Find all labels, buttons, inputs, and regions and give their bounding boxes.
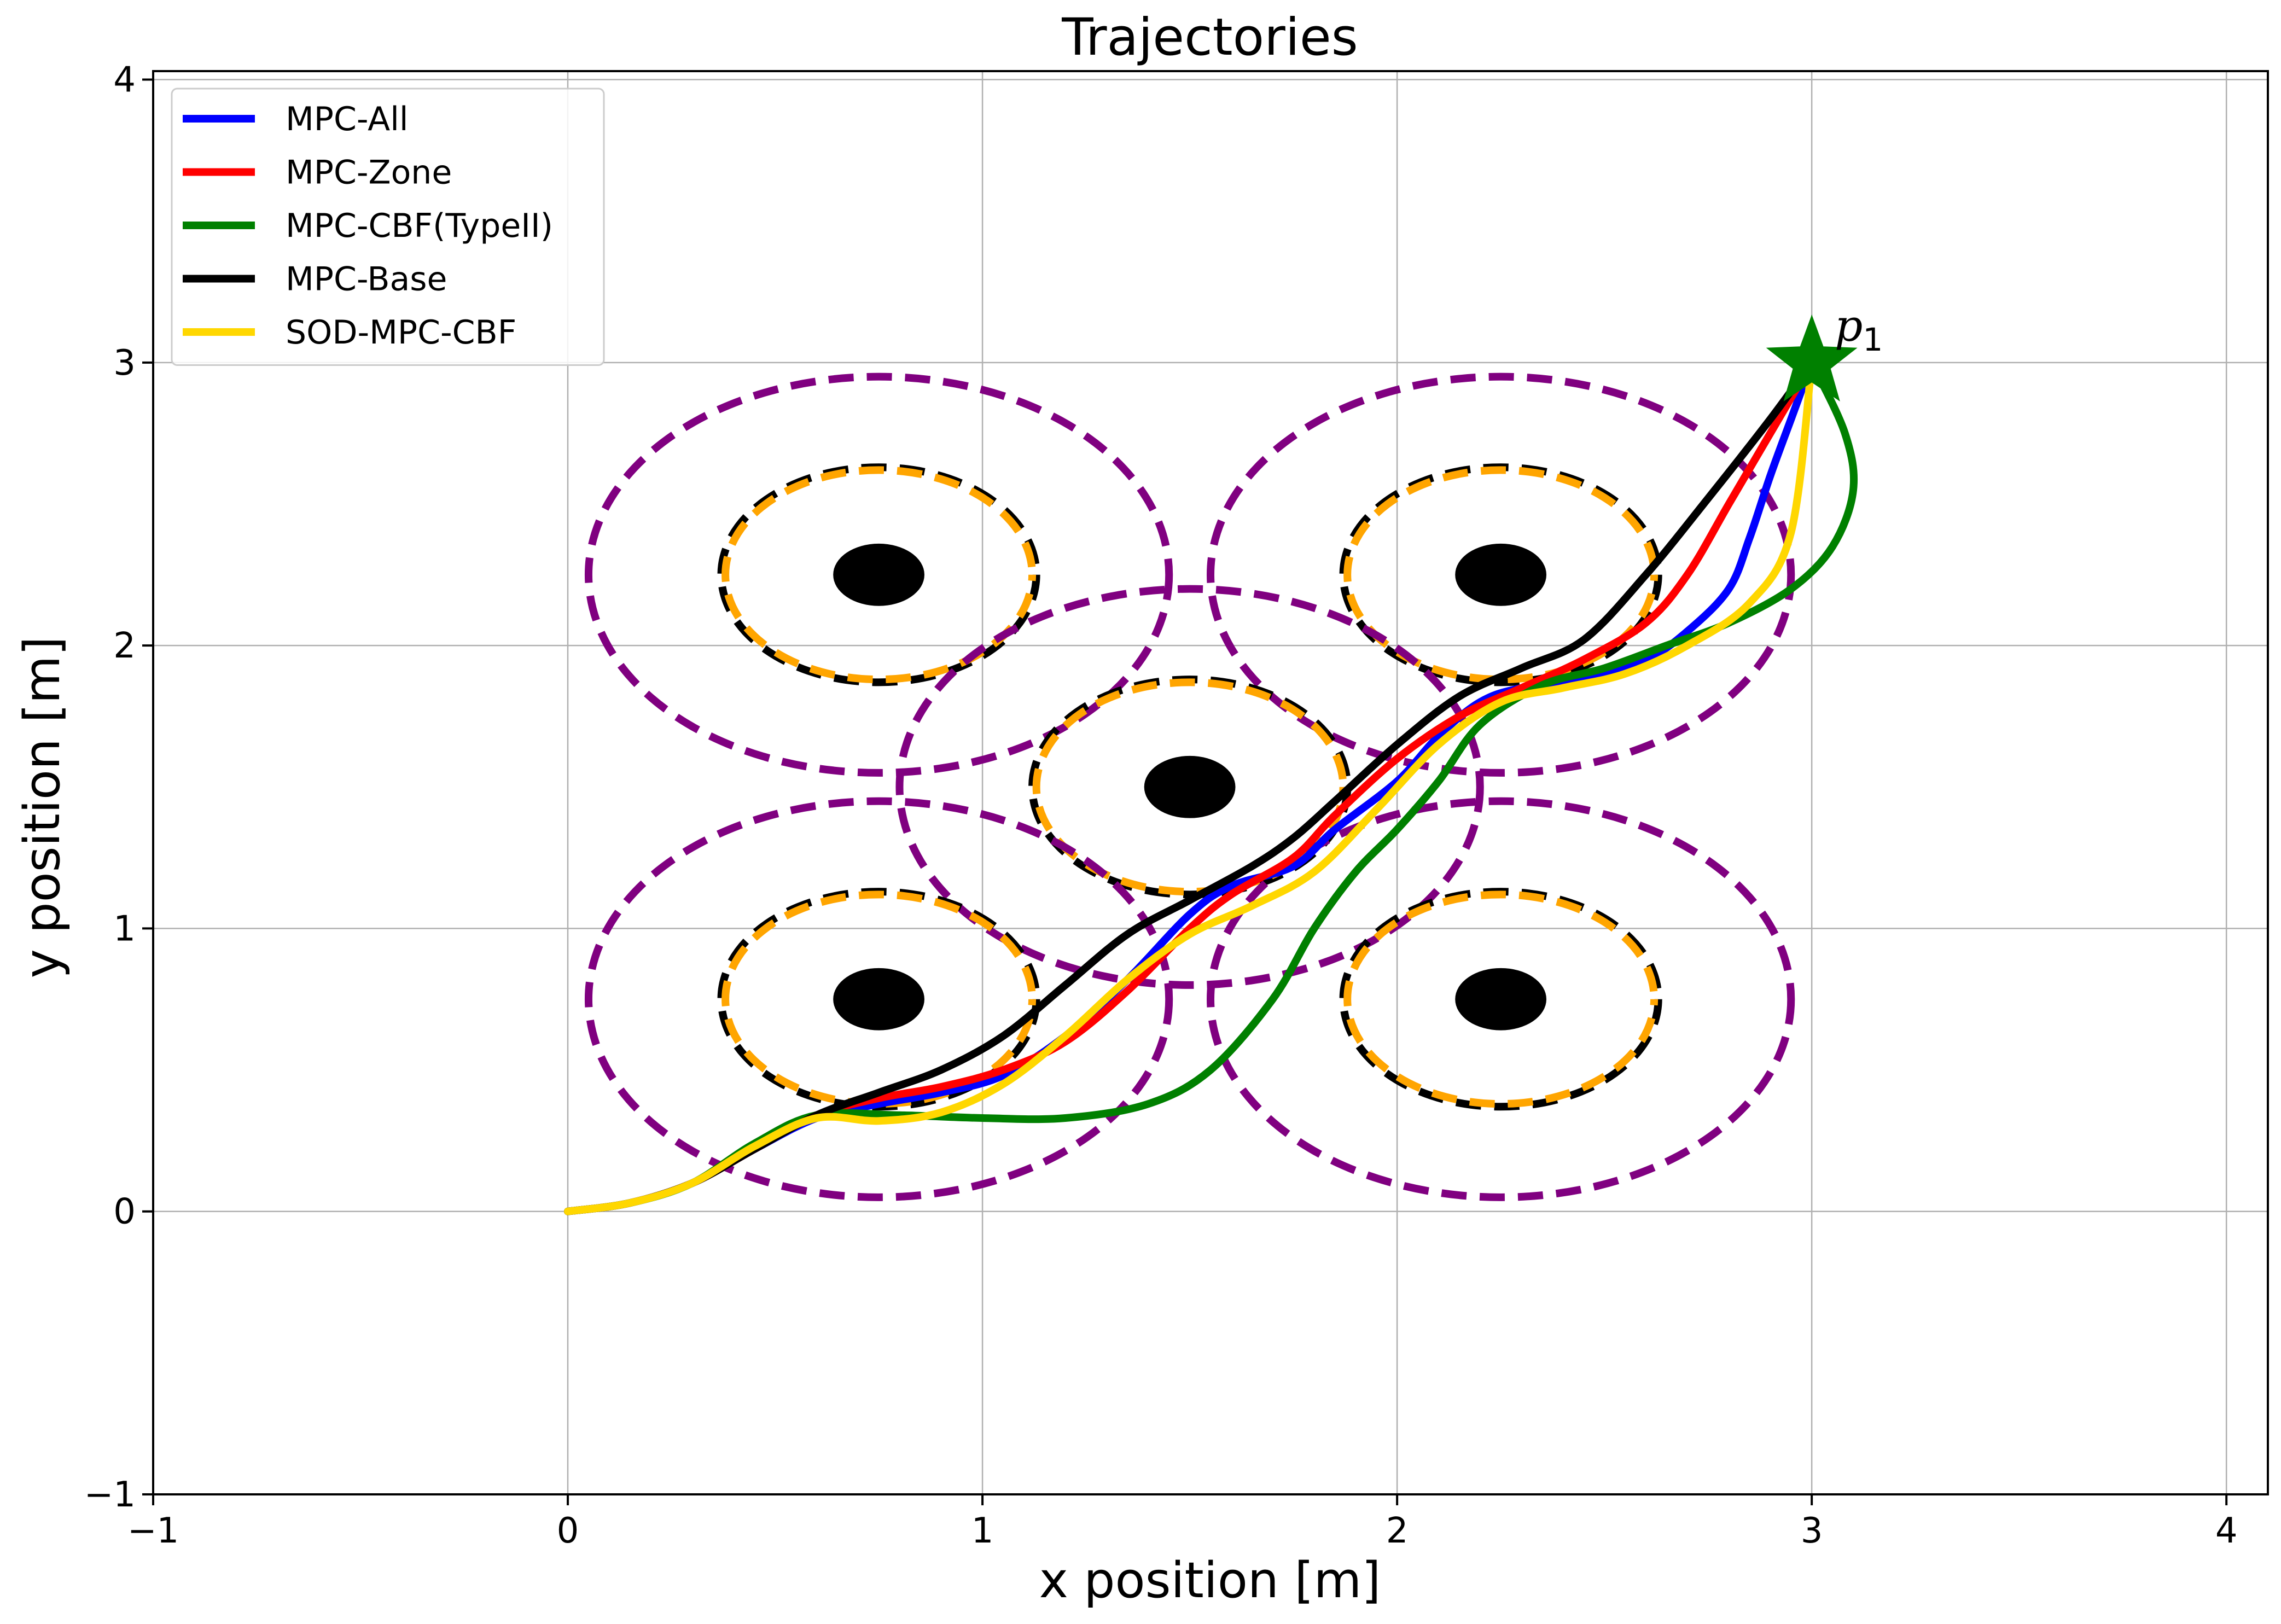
obstacle-core — [1144, 755, 1236, 818]
obstacle-outer-boundary — [1207, 797, 1795, 1201]
y-tick-label: 2 — [113, 626, 136, 666]
legend-label: MPC-Zone — [286, 154, 452, 192]
obstacle-safety-boundary — [1343, 890, 1659, 1108]
goal-star-marker — [1766, 314, 1858, 401]
trajectory-series — [564, 358, 1858, 1215]
y-tick-label: 4 — [113, 60, 136, 101]
series-line-sod-mpc-cbf — [564, 358, 1816, 1215]
obstacles — [584, 372, 1795, 1201]
goal-label: p1 — [1835, 300, 1883, 358]
obstacle-outer-boundary — [584, 372, 1173, 777]
obstacle-safety-boundary — [1343, 466, 1659, 684]
obstacle-safety-boundary — [721, 466, 1037, 684]
x-axis-label: x position [m] — [1039, 1552, 1381, 1609]
obstacle-safety-boundary — [721, 890, 1037, 1108]
grid — [152, 71, 2268, 1495]
y-tick-label: 0 — [113, 1192, 136, 1232]
chart-title: Trajectories — [1061, 8, 1358, 67]
y-tick-label: 3 — [113, 343, 136, 383]
obstacle-core — [1455, 543, 1547, 606]
legend: MPC-All MPC-Zone MPC-CBF(TypeII) MPC-Base SO… — [171, 88, 605, 366]
legend-label: MPC-Base — [286, 260, 447, 299]
y-axis-label: y position [m] — [14, 637, 71, 979]
obstacle-core — [833, 968, 924, 1031]
legend-label: MPC-All — [286, 100, 409, 138]
x-tick-label: 4 — [2215, 1511, 2238, 1551]
y-tick-label: −1 — [84, 1475, 136, 1515]
axis-ticks: −1 0 1 2 3 4 −1 0 1 2 3 4 — [84, 60, 2238, 1551]
legend-label: SOD-MPC-CBF — [286, 313, 516, 352]
obstacle-core — [833, 543, 924, 606]
obstacle-outer-boundary — [895, 585, 1484, 989]
obstacle-outer-boundary — [1207, 372, 1795, 777]
obstacle-core — [1455, 968, 1547, 1031]
obstacle-safety-boundary — [1032, 678, 1347, 896]
x-tick-label: 0 — [557, 1511, 579, 1551]
x-tick-label: 2 — [1386, 1511, 1409, 1551]
x-tick-label: −1 — [127, 1511, 179, 1551]
legend-box — [171, 88, 605, 366]
goal-marker-group: p1 — [1766, 300, 1883, 401]
obstacle-outer-boundary — [584, 797, 1173, 1201]
plot-area-frame — [152, 70, 2269, 1495]
goal-label-base: p — [1835, 300, 1863, 351]
y-tick-label: 1 — [113, 909, 136, 949]
x-tick-label: 1 — [971, 1511, 994, 1551]
x-tick-label: 3 — [1801, 1511, 1823, 1551]
goal-label-subscript: 1 — [1863, 321, 1883, 358]
legend-label: MPC-CBF(TypeII) — [286, 207, 553, 245]
